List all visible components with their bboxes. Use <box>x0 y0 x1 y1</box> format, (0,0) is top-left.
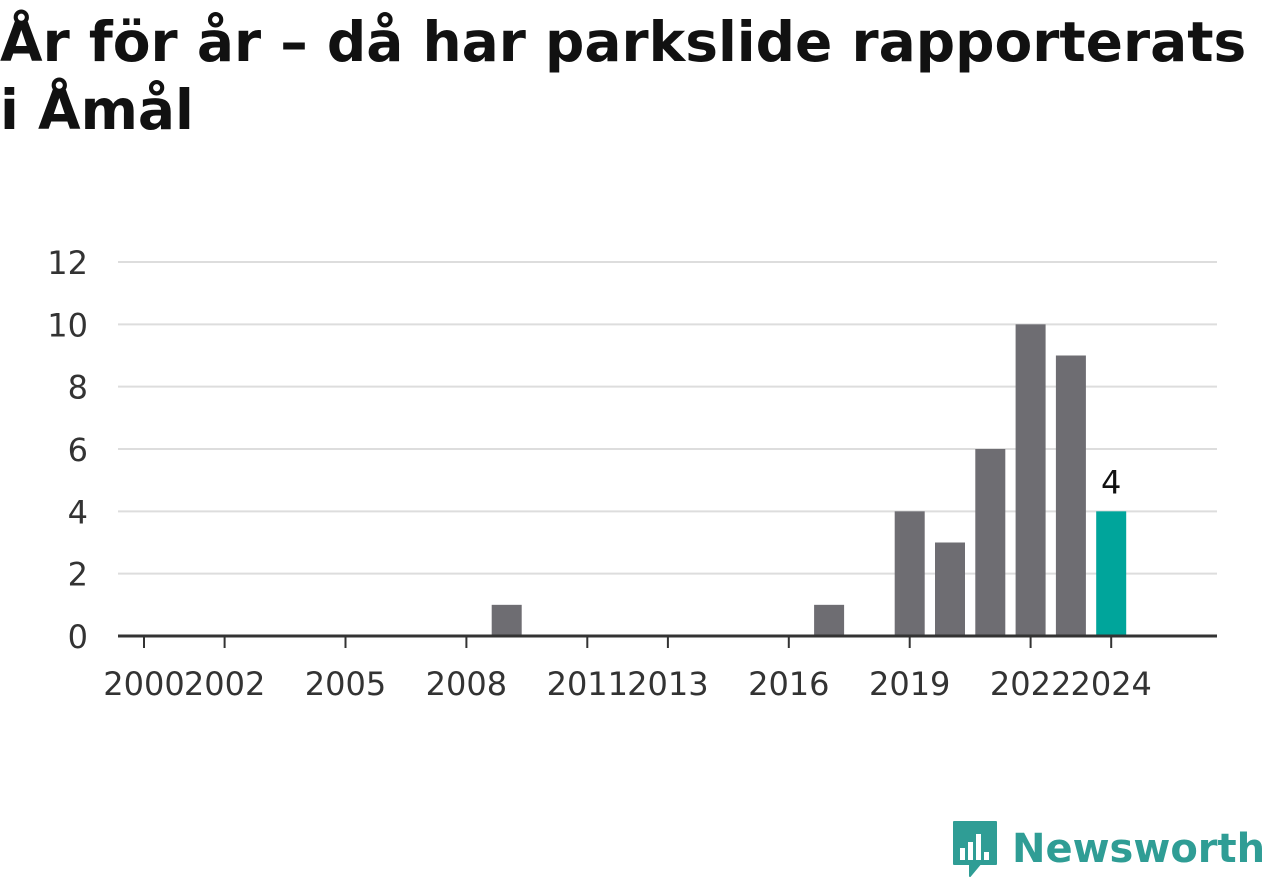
x-tick-label: 2024 <box>1070 665 1151 703</box>
newsworthy-logo: Newsworthy <box>950 818 1262 880</box>
x-tick-label: 2022 <box>990 665 1071 703</box>
bars <box>491 324 1127 636</box>
x-axis-ticks: 2000 2002 2005 2008 2011 2013 2016 2019 2022 2024 <box>103 636 1152 703</box>
bar-2020 <box>935 542 965 636</box>
x-tick-label: 2008 <box>426 665 507 703</box>
x-tick-label: 2000 <box>103 665 184 703</box>
x-tick-label: 2019 <box>869 665 950 703</box>
bar-2021 <box>975 449 1006 636</box>
chart-title: År för år – då har parkslide rapporterat… <box>0 10 1247 142</box>
y-tick-label: 10 <box>47 306 88 344</box>
newsworthy-logo-text: Newsworthy <box>1012 826 1262 872</box>
data-label: 4 <box>1101 463 1121 501</box>
gridlines <box>118 261 1217 575</box>
newsworthy-logo-icon <box>953 821 997 877</box>
x-tick-label: 2005 <box>305 665 386 703</box>
y-tick-label: 4 <box>68 493 88 531</box>
y-tick-label: 6 <box>68 431 88 469</box>
x-tick-label: 2011 <box>547 665 628 703</box>
x-tick-label: 2002 <box>184 665 265 703</box>
y-tick-label: 12 <box>47 244 88 282</box>
x-tick-label: 2016 <box>748 665 829 703</box>
bar-2019 <box>894 511 925 636</box>
bar-2009 <box>491 604 522 636</box>
data-labels: 4 <box>1101 463 1121 501</box>
y-tick-label: 8 <box>68 369 88 407</box>
bar-2023 <box>1055 355 1086 636</box>
x-tick-label: 2013 <box>627 665 708 703</box>
y-tick-label: 0 <box>68 618 88 656</box>
bar-2017 <box>814 604 845 636</box>
y-tick-label: 2 <box>68 556 88 594</box>
bar-2022 <box>1015 324 1046 636</box>
bar-2024 <box>1096 511 1127 636</box>
y-axis-ticks: 0 2 4 6 8 10 12 <box>47 244 88 656</box>
